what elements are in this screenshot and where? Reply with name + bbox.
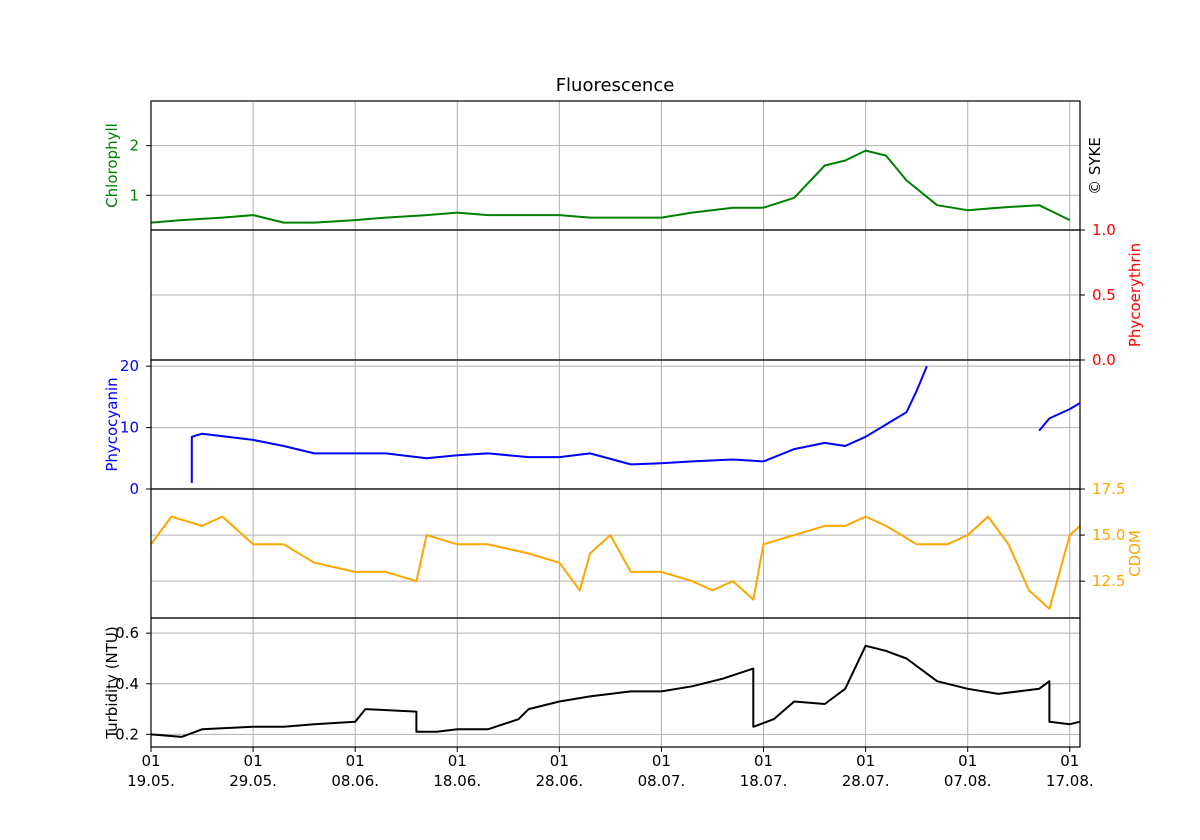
xtick-date-label: 29.05. [229, 772, 277, 790]
xtick-day-label: 01 [550, 752, 569, 770]
cdom-ytick-label: 12.5 [1092, 572, 1125, 590]
xtick-day-label: 01 [1060, 752, 1079, 770]
phycocyanin-ytick-label: 20 [120, 357, 139, 375]
turbidity-ylabel: Turbidity (NTU) [103, 626, 121, 740]
xtick-day-label: 01 [856, 752, 875, 770]
phycoerythrin-ylabel: Phycoerythrin [1126, 243, 1144, 347]
turbidity-ytick-label: 0.2 [115, 725, 139, 743]
cdom-ylabel: CDOM [1126, 530, 1144, 577]
panel-cdom: 12.5 15.0 17.5 CDOM [150, 480, 1144, 619]
cdom-ytick-label: 17.5 [1092, 480, 1125, 498]
xtick-day-label: 01 [652, 752, 671, 770]
phycoerythrin-ytick-label: 0.0 [1092, 351, 1116, 369]
xtick-day-label: 01 [244, 752, 263, 770]
panel-phycocyanin: 0 10 20 Phycocyanin [103, 357, 1081, 498]
panels: 1 2 Chlorophyll 0.0 0.5 1.0 Phycoerythrin 0 10 20… [103, 100, 1144, 748]
phycocyanin-series-line [190, 365, 1081, 483]
xtick-date-label: 19.05. [127, 772, 175, 790]
cdom-series-line [150, 515, 1081, 610]
xtick-day-label: 01 [958, 752, 977, 770]
xtick-date-label: 08.06. [331, 772, 379, 790]
x-axis: 01 19.05. 01 29.05. 01 08.06. 01 18.06. 01 28.06.… [127, 747, 1094, 790]
phycocyanin-ylabel: Phycocyanin [103, 377, 121, 471]
xtick-date-label: 17.08. [1046, 772, 1094, 790]
watermark: © SYKE [1086, 137, 1104, 195]
chart-title: Fluorescence [556, 75, 675, 96]
panel-phycoerythrin: 0.0 0.5 1.0 Phycoerythrin [150, 221, 1144, 369]
phycocyanin-ytick-label: 0 [129, 480, 139, 498]
chlorophyll-series-line [150, 149, 1071, 224]
xtick-day-label: 01 [448, 752, 467, 770]
xtick-date-label: 18.07. [740, 772, 788, 790]
cdom-ytick-label: 15.0 [1092, 526, 1125, 544]
turbidity-ytick-label: 0.4 [115, 675, 139, 693]
turbidity-frame [150, 617, 1081, 748]
xtick-day-label: 01 [346, 752, 365, 770]
xtick-date-label: 07.08. [944, 772, 992, 790]
panel-chlorophyll: 1 2 Chlorophyll [103, 100, 1081, 231]
turbidity-ytick-label: 0.6 [115, 624, 139, 642]
phycoerythrin-ytick-label: 1.0 [1092, 221, 1116, 239]
phycocyanin-ytick-label: 10 [120, 419, 139, 437]
xtick-date-label: 28.06. [535, 772, 583, 790]
xtick-day-label: 01 [141, 752, 160, 770]
turbidity-series-line [150, 644, 1081, 738]
xtick-day-label: 01 [754, 752, 773, 770]
xtick-date-label: 18.06. [433, 772, 481, 790]
chlorophyll-ytick-label: 2 [129, 137, 139, 155]
xtick-date-label: 08.07. [638, 772, 686, 790]
xtick-date-label: 28.07. [842, 772, 890, 790]
phycoerythrin-ytick-label: 0.5 [1092, 286, 1116, 304]
chlorophyll-ytick-label: 1 [129, 186, 139, 204]
chlorophyll-ylabel: Chlorophyll [103, 123, 121, 208]
